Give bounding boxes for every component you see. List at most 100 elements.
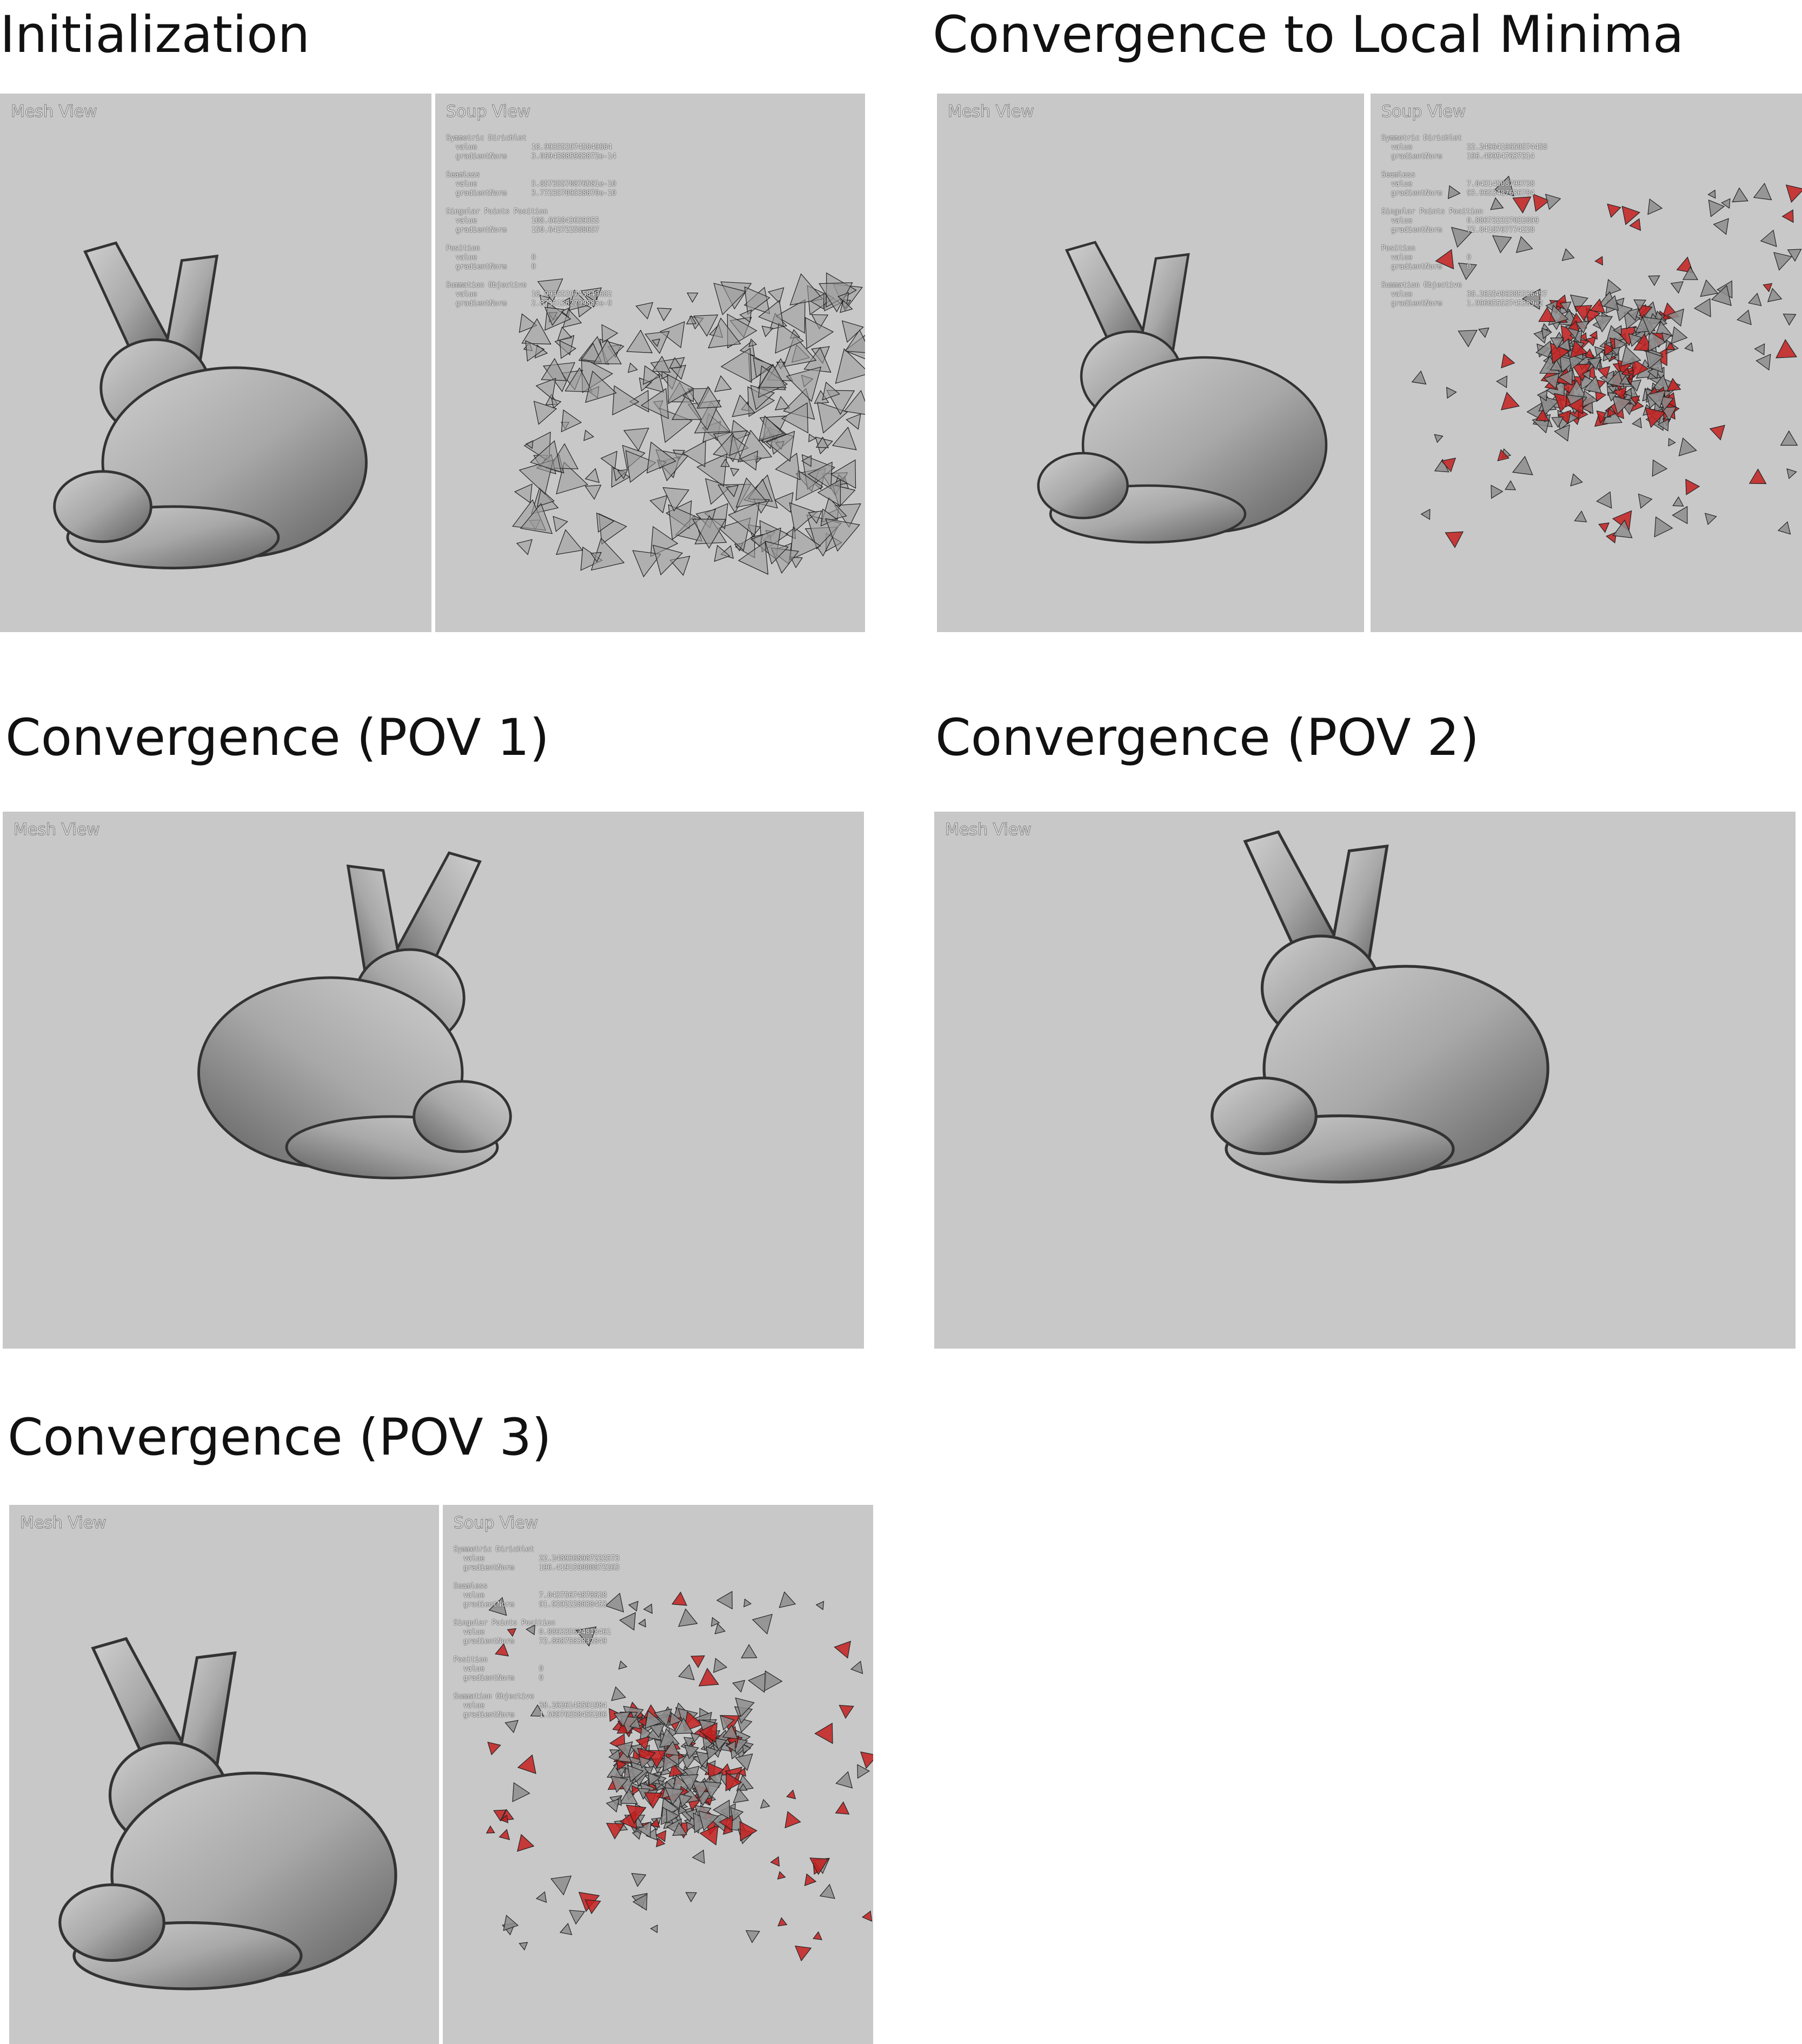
stat-row: gradientNorm 93.9653487636784 — [1381, 189, 1547, 198]
mesh-view: Mesh View — [3, 812, 864, 1349]
stat-value: 5.85735570876581e-10 — [531, 180, 616, 188]
soup-triangle — [641, 388, 669, 419]
soup-triangle — [1708, 199, 1725, 217]
stat-key: gradientNorm — [456, 263, 507, 271]
view-label: Mesh View — [14, 820, 101, 840]
stat-name: Summation Objective — [454, 1693, 534, 1701]
soup-triangle — [733, 1788, 749, 1803]
soup-triangle — [1581, 370, 1591, 380]
soup-triangle — [1711, 284, 1732, 306]
soup-triangle — [1666, 377, 1681, 391]
soup-triangle — [1512, 196, 1532, 214]
soup-triangle — [652, 545, 683, 576]
soup-triangle — [619, 1612, 636, 1631]
soup-triangle — [678, 1805, 687, 1815]
soup-triangle — [801, 455, 812, 467]
soup-triangle — [627, 362, 638, 373]
stat-value: 0 — [531, 263, 536, 271]
soup-triangle — [786, 366, 822, 402]
soup-triangle — [1786, 468, 1797, 480]
viewport — [937, 94, 1364, 632]
stat-row: value 108.662843639355 — [446, 216, 616, 225]
soup-triangle — [759, 415, 784, 441]
soup-triangle — [1478, 327, 1490, 338]
soup-triangle — [758, 300, 784, 327]
stat-name: Symmetric Dirichlet — [1381, 134, 1462, 142]
soup-triangle — [815, 1601, 824, 1610]
stat-key: gradientNorm — [463, 1711, 514, 1719]
bunny-model — [1141, 812, 1614, 1249]
soup-triangle — [1594, 346, 1605, 357]
soup-triangle — [825, 518, 860, 552]
soup-triangle — [768, 287, 784, 304]
stat-row: value 7.04375674878628 — [454, 1591, 620, 1600]
soup-triangle — [631, 1785, 641, 1795]
stat-row: value 0.886732327032899 — [1381, 216, 1547, 225]
soup-triangle — [730, 468, 740, 477]
stat-row: value 38.2626145591984 — [454, 1701, 620, 1710]
soup-triangle — [533, 401, 557, 425]
stat-row: gradientNorm 3.06945885983872e-14 — [446, 152, 616, 161]
stat-group: Seamless value 7.04314508799738 gradientNor… — [1381, 170, 1547, 198]
soup-triangle — [677, 1793, 693, 1808]
soup-triangle — [1666, 341, 1675, 350]
viewport — [486, 1591, 873, 1962]
stat-key: value — [463, 1591, 485, 1600]
soup-triangle — [1554, 424, 1570, 442]
soup-triangle — [518, 459, 554, 495]
soup-triangle — [1621, 205, 1640, 225]
soup-triangle — [1607, 203, 1621, 218]
soup-view: Symmetric Dirichlet value 18.9935529745849… — [435, 94, 865, 632]
soup-triangle — [619, 1788, 638, 1804]
panel-title: Convergence (POV 3) — [8, 1408, 552, 1467]
soup-triangle — [1638, 493, 1653, 509]
soup-triangle — [1648, 275, 1660, 286]
soup-triangle — [530, 440, 562, 473]
soup-triangle — [726, 1740, 736, 1752]
soup-triangle — [743, 1598, 752, 1608]
stat-value: 0 — [539, 1674, 543, 1682]
soup-triangle — [1434, 434, 1444, 443]
soup-triangle — [521, 318, 551, 345]
soup-triangle — [1763, 283, 1773, 293]
stat-value: 91.9292228038453 — [539, 1601, 607, 1609]
soup-triangle — [1587, 357, 1601, 370]
soup-triangle — [1605, 278, 1621, 296]
soup-triangle — [537, 278, 563, 302]
soup-triangle — [808, 433, 816, 442]
soup-triangle — [781, 402, 809, 434]
stat-key: value — [463, 1628, 485, 1636]
stat-value: 1.99605553745389e2 — [1467, 300, 1543, 308]
stat-value: 196.419159080872263 — [539, 1564, 620, 1572]
soup-triangle — [1645, 407, 1666, 428]
soup-triangle — [1648, 330, 1667, 352]
soup-triangle — [808, 510, 822, 524]
soup-triangle — [1496, 375, 1508, 388]
soup-triangle — [514, 483, 533, 503]
stat-value: 0.886335624818461 — [539, 1628, 611, 1636]
soup-triangle — [575, 1626, 597, 1647]
viewport — [3, 812, 864, 1349]
soup-triangle — [748, 1672, 767, 1693]
soup-triangle — [794, 1945, 812, 1962]
stat-group: Singular Points Position value 0.886335624… — [454, 1618, 620, 1646]
soup-triangle — [1441, 457, 1457, 473]
soup-triangle — [839, 1704, 854, 1719]
soup-triangle — [1557, 410, 1571, 424]
stat-key: value — [1391, 143, 1413, 151]
soup-triangle — [744, 286, 770, 315]
soup-triangle — [1501, 353, 1515, 369]
bunny-model — [0, 190, 428, 630]
soup-triangle — [722, 1724, 739, 1740]
soup-triangle — [683, 1737, 695, 1748]
soup-triangle — [518, 1942, 528, 1951]
soup-triangle — [583, 429, 594, 441]
soup-triangle — [568, 289, 590, 311]
soup-triangle — [728, 502, 760, 536]
viewport — [0, 94, 431, 632]
stat-group: Position value 0 gradientNorm 0 — [1381, 244, 1547, 271]
panel-title: Convergence to Local Minima — [933, 5, 1684, 64]
soup-triangle — [846, 413, 861, 430]
soup-triangle — [556, 529, 583, 555]
